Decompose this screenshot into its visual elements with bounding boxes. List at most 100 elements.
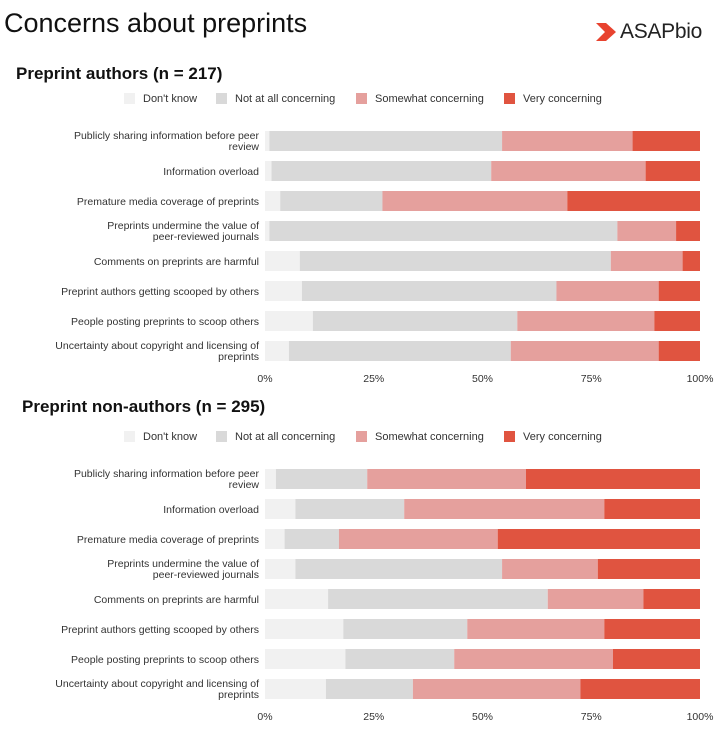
bar-somewhat-concerning-row-1 — [367, 469, 526, 489]
logo-chevron-icon — [596, 23, 616, 41]
bar-not-at-all-concerning-row-3 — [284, 529, 339, 549]
category-label-row-6: Preprint authors getting scooped by othe… — [61, 624, 259, 636]
bar-very-concerning-row-3 — [497, 529, 700, 549]
x-tick-label-1: 25% — [363, 373, 384, 385]
bar-very-concerning-row-4 — [597, 559, 700, 579]
bar-very-concerning-row-2 — [645, 161, 700, 181]
bar-very-concerning-row-5 — [643, 589, 700, 609]
bar-very-concerning-row-6 — [658, 281, 700, 301]
bar-not-at-all-concerning-row-2 — [295, 499, 405, 519]
category-label-row-3: Premature media coverage of preprints — [77, 534, 259, 546]
category-label-row-7: People posting preprints to scoop others — [71, 316, 259, 328]
bar-somewhat-concerning-row-2 — [404, 499, 605, 519]
chart-non-authors: Don't know Not at all concerning Somewhat … — [55, 431, 714, 723]
bar-very-concerning-row-4 — [676, 221, 700, 241]
bar-very-concerning-row-2 — [604, 499, 700, 519]
logo-text: ASAPbio — [620, 20, 702, 43]
category-label-row-2: Information overload — [163, 504, 259, 516]
bar-very-concerning-row-8 — [658, 341, 700, 361]
category-label-row-1: Publicly sharing information before peer… — [74, 468, 260, 491]
category-label-row-6: Preprint authors getting scooped by othe… — [61, 286, 259, 298]
x-tick-label-2: 50% — [472, 373, 493, 385]
bar-somewhat-concerning-row-6 — [556, 281, 659, 301]
bar-somewhat-concerning-row-2 — [491, 161, 646, 181]
legend-swatch-somewhat-concerning — [356, 93, 367, 104]
legend-label-not-at-all-concerning: Not at all concerning — [235, 431, 335, 443]
legend-label-somewhat-concerning: Somewhat concerning — [375, 431, 484, 443]
bar-don-t-know-row-6 — [265, 619, 344, 639]
chart-authors: Don't know Not at all concerning Somewhat … — [55, 93, 714, 385]
legend-label-very-concerning: Very concerning — [523, 93, 602, 105]
x-tick-label-4: 100% — [687, 373, 714, 385]
bar-not-at-all-concerning-row-4 — [269, 221, 618, 241]
legend-label-not-at-all-concerning: Not at all concerning — [235, 93, 335, 105]
category-label-row-4: Preprints undermine the value of peer-rev… — [107, 220, 259, 243]
category-label-row-7: People posting preprints to scoop others — [71, 654, 259, 666]
bar-don-t-know-row-2 — [265, 161, 272, 181]
bar-very-concerning-row-5 — [682, 251, 700, 271]
bar-somewhat-concerning-row-5 — [610, 251, 683, 271]
bar-don-t-know-row-3 — [265, 529, 285, 549]
bar-don-t-know-row-2 — [265, 499, 296, 519]
bar-don-t-know-row-8 — [265, 679, 326, 699]
legend-swatch-don-t-know — [124, 93, 135, 104]
x-tick-label-1: 25% — [363, 711, 384, 723]
bar-don-t-know-row-4 — [265, 221, 270, 241]
bar-somewhat-concerning-row-6 — [467, 619, 605, 639]
bar-not-at-all-concerning-row-3 — [280, 191, 383, 211]
bar-very-concerning-row-1 — [632, 131, 700, 151]
legend-swatch-very-concerning — [504, 431, 515, 442]
bar-not-at-all-concerning-row-8 — [325, 679, 413, 699]
category-label-row-4: Preprints undermine the value of peer-rev… — [107, 558, 259, 581]
legend-swatch-very-concerning — [504, 93, 515, 104]
legend-label-very-concerning: Very concerning — [523, 431, 602, 443]
legend-label-don-t-know: Don't know — [143, 93, 197, 105]
bar-don-t-know-row-4 — [265, 559, 296, 579]
bar-don-t-know-row-7 — [265, 649, 346, 669]
category-label-row-8: Uncertainty about copyright and licensin… — [55, 678, 259, 701]
bar-very-concerning-row-8 — [580, 679, 700, 699]
category-label-row-8: Uncertainty about copyright and licensin… — [55, 340, 259, 363]
category-label-row-2: Information overload — [163, 166, 259, 178]
x-tick-label-2: 50% — [472, 711, 493, 723]
category-label-row-1: Publicly sharing information before peer… — [74, 130, 260, 153]
bar-not-at-all-concerning-row-5 — [328, 589, 548, 609]
bar-don-t-know-row-1 — [265, 469, 276, 489]
asapbio-logo: ASAPbio — [596, 20, 702, 44]
bar-don-t-know-row-7 — [265, 311, 313, 331]
chart-1-title: Preprint authors (n = 217) — [16, 64, 223, 83]
bar-don-t-know-row-8 — [265, 341, 289, 361]
category-label-row-3: Premature media coverage of preprints — [77, 196, 259, 208]
x-tick-label-0: 0% — [257, 373, 272, 385]
bar-very-concerning-row-6 — [604, 619, 700, 639]
bar-don-t-know-row-1 — [265, 131, 270, 151]
bar-very-concerning-row-3 — [567, 191, 700, 211]
bar-not-at-all-concerning-row-5 — [299, 251, 611, 271]
page-title: Concerns about preprints — [4, 8, 308, 38]
bar-somewhat-concerning-row-7 — [454, 649, 613, 669]
legend-swatch-don-t-know — [124, 431, 135, 442]
bar-somewhat-concerning-row-7 — [517, 311, 655, 331]
chart-2-title: Preprint non-authors (n = 295) — [22, 397, 266, 416]
bar-somewhat-concerning-row-4 — [617, 221, 677, 241]
bar-don-t-know-row-3 — [265, 191, 281, 211]
bar-don-t-know-row-5 — [265, 589, 329, 609]
bar-somewhat-concerning-row-3 — [382, 191, 568, 211]
x-tick-label-0: 0% — [257, 711, 272, 723]
bar-don-t-know-row-6 — [265, 281, 302, 301]
bar-very-concerning-row-7 — [613, 649, 700, 669]
category-label-row-5: Comments on preprints are harmful — [94, 256, 259, 268]
bar-not-at-all-concerning-row-6 — [343, 619, 468, 639]
bar-not-at-all-concerning-row-4 — [295, 559, 503, 579]
bar-not-at-all-concerning-row-1 — [269, 131, 503, 151]
bar-somewhat-concerning-row-3 — [338, 529, 498, 549]
legend-label-don-t-know: Don't know — [143, 431, 197, 443]
x-tick-label-3: 75% — [581, 373, 602, 385]
bar-very-concerning-row-1 — [526, 469, 700, 489]
bar-somewhat-concerning-row-5 — [547, 589, 644, 609]
bar-not-at-all-concerning-row-1 — [275, 469, 368, 489]
x-tick-label-4: 100% — [687, 711, 714, 723]
bar-not-at-all-concerning-row-2 — [271, 161, 492, 181]
bar-somewhat-concerning-row-1 — [502, 131, 633, 151]
bar-not-at-all-concerning-row-7 — [312, 311, 518, 331]
